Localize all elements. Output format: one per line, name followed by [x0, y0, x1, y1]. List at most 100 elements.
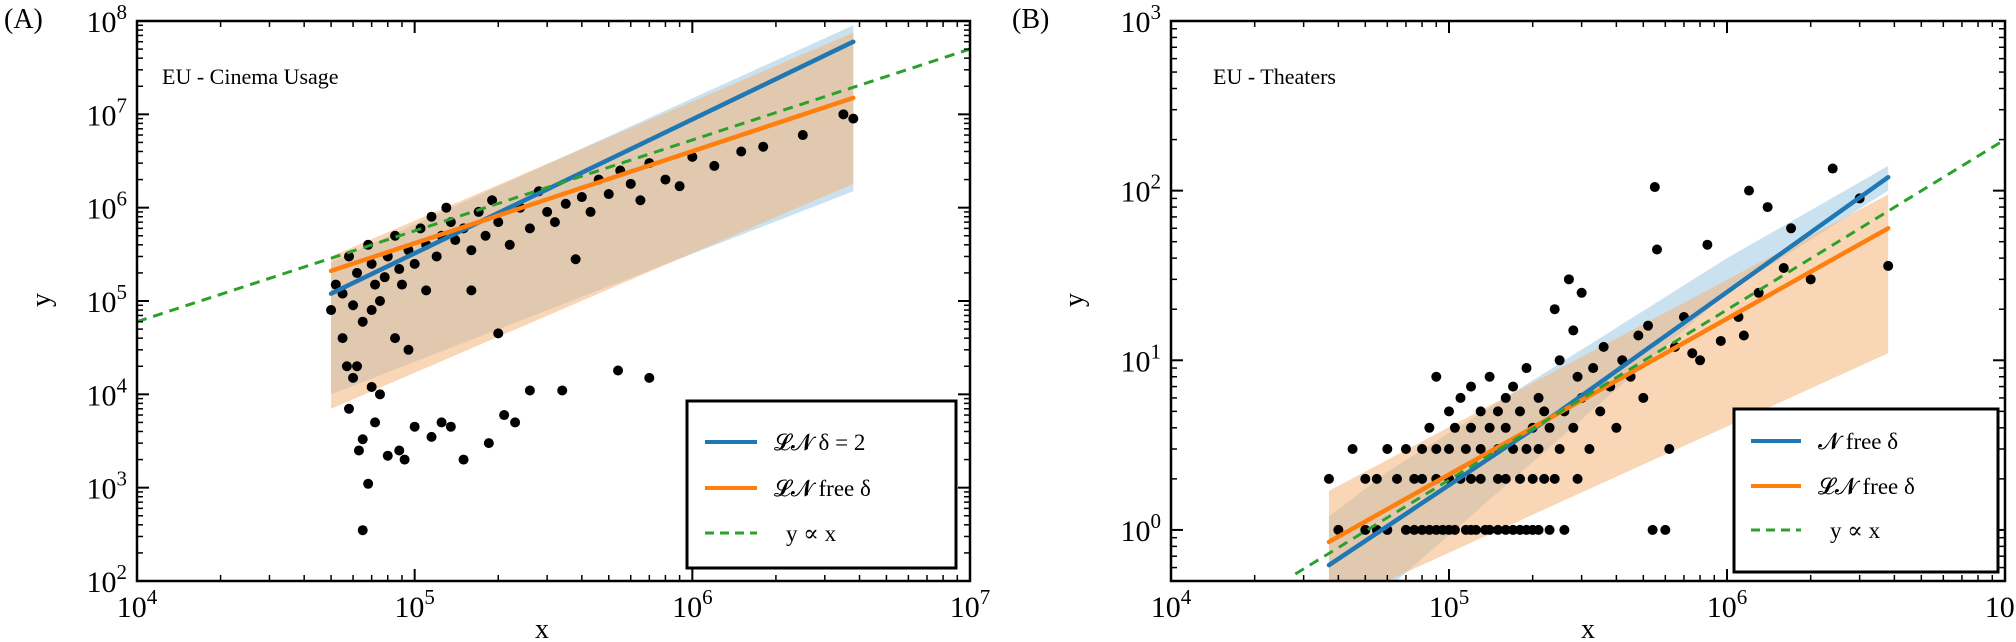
data-point — [409, 258, 420, 269]
data-point — [1333, 524, 1344, 535]
x-tick-label: 104 — [1151, 585, 1192, 624]
data-point — [374, 296, 385, 306]
data-point — [1484, 524, 1495, 535]
data-point — [487, 195, 498, 206]
data-point — [409, 421, 420, 432]
data-point — [1424, 524, 1435, 535]
data-point — [483, 438, 494, 449]
fit-line-1 — [328, 95, 856, 274]
data-point — [1323, 473, 1334, 484]
data-point — [352, 361, 363, 372]
data-point — [1455, 392, 1466, 403]
data-point — [1643, 320, 1654, 331]
data-point — [1444, 406, 1454, 417]
x-axis-label: x — [1581, 614, 1595, 642]
data-point — [1533, 443, 1544, 454]
fit-lines — [1294, 138, 2005, 576]
data-point — [343, 251, 354, 262]
data-point — [1360, 473, 1371, 484]
panel-label: (B) — [1012, 4, 1049, 35]
data-point — [1715, 335, 1726, 346]
legend-box — [685, 399, 958, 570]
data-point — [466, 245, 477, 256]
data-point — [1449, 524, 1460, 535]
data-point — [1549, 304, 1560, 315]
data-point — [1544, 422, 1555, 433]
data-point — [1514, 406, 1525, 417]
panel-a: (A) 104 105 106 107 102 103 104 105 106 107 108 EU… — [4, 0, 990, 642]
data-point — [441, 202, 452, 213]
data-point — [341, 361, 352, 372]
data-point — [1559, 524, 1570, 535]
data-point — [357, 525, 368, 536]
data-point — [613, 365, 624, 376]
data-point — [1533, 392, 1544, 403]
data-point — [1638, 392, 1649, 403]
data-point — [1738, 330, 1749, 341]
data-point — [1409, 473, 1420, 484]
data-point — [1778, 262, 1789, 273]
confidence-band-1 — [331, 32, 854, 409]
fit-line-0 — [328, 39, 856, 296]
data-point — [1786, 223, 1797, 234]
data-point — [1651, 244, 1662, 255]
data-point — [1500, 473, 1511, 484]
legend-label-0: 𝓝 free δ — [1818, 429, 1898, 454]
plot-frame — [1169, 19, 2007, 583]
y-tick-label: 101 — [1121, 339, 1162, 378]
data-point — [352, 267, 363, 278]
data-point — [366, 305, 377, 316]
data-point — [493, 217, 504, 228]
data-point — [1664, 443, 1675, 454]
data-point — [1360, 524, 1371, 535]
data-point — [635, 195, 646, 206]
y-tick-label: 105 — [87, 280, 128, 319]
data-point — [848, 113, 859, 124]
data-point — [542, 206, 553, 217]
data-point — [1508, 381, 1519, 392]
data-point — [1514, 473, 1525, 484]
data-point — [524, 223, 535, 234]
data-point — [1492, 406, 1503, 417]
data-point — [1400, 443, 1411, 454]
data-point — [370, 279, 381, 290]
data-point — [426, 211, 437, 222]
data-point — [644, 372, 655, 383]
y-tick-label: 108 — [87, 0, 128, 39]
data-point — [330, 279, 341, 290]
data-point — [1611, 422, 1622, 433]
data-point — [1400, 524, 1411, 535]
data-point — [1521, 443, 1532, 454]
data-point — [1424, 422, 1435, 433]
data-point — [1500, 392, 1511, 403]
data-point — [1744, 185, 1755, 196]
x-tick-label: 107 — [950, 585, 991, 624]
legend: 𝓛𝓝 δ = 2 𝓛𝓝 free δ y ∝ x — [685, 399, 958, 570]
data-point — [1647, 524, 1658, 535]
data-point — [585, 206, 596, 217]
data-point — [1568, 422, 1579, 433]
data-point — [560, 198, 571, 209]
data-point — [379, 272, 390, 283]
y-tick-label: 100 — [1121, 509, 1162, 548]
data-point — [1539, 406, 1550, 417]
data-point — [370, 417, 381, 428]
data-point — [1508, 524, 1519, 535]
data-point — [1568, 325, 1579, 336]
axis-ticks: 104 105 106 107 100 101 102 103 — [1121, 0, 2016, 624]
data-point — [1649, 182, 1660, 193]
data-point — [1549, 473, 1560, 484]
data-point — [1539, 473, 1550, 484]
y-tick-label: 106 — [87, 187, 128, 226]
legend: 𝓝 free δ 𝓛𝓝 free δ y ∝ x — [1732, 407, 2000, 574]
data-point — [557, 385, 568, 396]
data-point — [1449, 422, 1460, 433]
data-point — [1470, 524, 1481, 535]
data-point — [736, 146, 747, 157]
data-point — [390, 230, 401, 241]
data-point — [394, 264, 405, 275]
data-point — [1417, 443, 1428, 454]
fit-lines — [137, 39, 970, 324]
